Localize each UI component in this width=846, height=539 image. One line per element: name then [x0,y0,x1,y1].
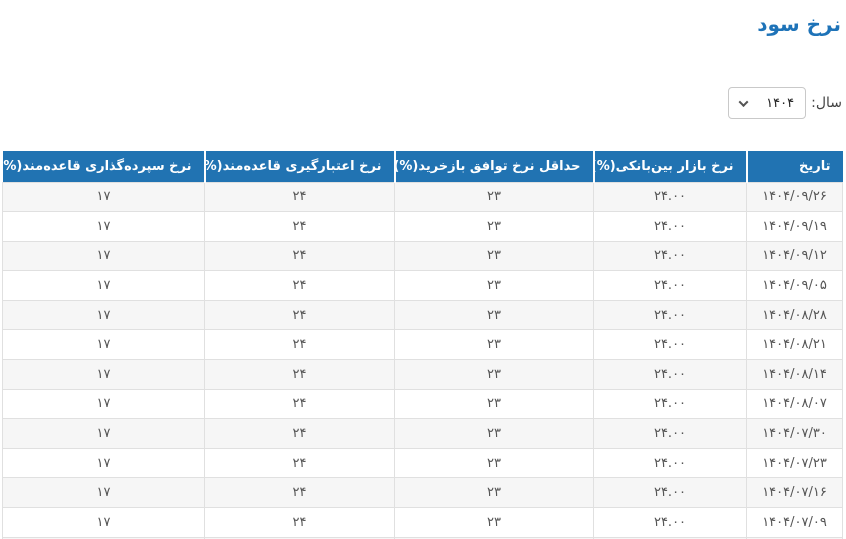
table-row: ۱۴۰۴/۰۷/۲۳ ۲۴.۰۰ ۲۳ ۲۴ ۱۷ [2,447,843,479]
rate-cell: ۲۴ [204,181,395,213]
table-row: ۱۴۰۴/۰۸/۱۴ ۲۴.۰۰ ۲۳ ۲۴ ۱۷ [2,359,843,390]
rate-cell: ۲۳ [394,359,594,390]
table-row: ۱۴۰۴/۰۹/۰۵ ۲۴.۰۰ ۲۳ ۲۴ ۱۷ [2,270,843,301]
date-cell: ۱۴۰۴/۰۹/۲۶ [746,181,843,213]
rates-table-header: تاریخ نرخ بازار بین‌بانکی(%) حداقل نرخ توا… [2,151,843,182]
rate-cell: ۲۳ [394,477,594,509]
empty-cell [394,536,594,539]
rate-cell: ۲۴.۰۰ [593,240,747,272]
rate-cell: ۲۳ [394,240,594,272]
rate-cell: ۲۳ [394,507,594,538]
column-header-2: حداقل نرخ توافق بازخرید(%) [393,151,594,182]
table-row: ۱۴۰۴/۰۹/۱۹ ۲۴.۰۰ ۲۳ ۲۴ ۱۷ [2,211,843,242]
rate-cell: ۲۴.۰۰ [593,299,747,331]
date-cell: ۱۴۰۴/۰۷/۰۹ [746,507,843,538]
date-cell: ۱۴۰۴/۰۹/۱۲ [746,240,843,272]
rate-cell: ۲۳ [394,270,594,301]
table-row: ۱۴۰۴/۰۹/۲۶ ۲۴.۰۰ ۲۳ ۲۴ ۱۷ [2,181,843,213]
rate-cell: ۱۷ [2,299,205,331]
empty-cell [2,536,205,539]
rate-cell: ۲۴.۰۰ [593,181,747,213]
rate-cell: ۱۷ [2,240,205,272]
rate-cell: ۲۴.۰۰ [593,270,747,301]
table-row: ۱۴۰۴/۰۷/۱۶ ۲۴.۰۰ ۲۳ ۲۴ ۱۷ [2,477,843,509]
column-header-3: نرخ اعتبارگیری قاعده‌مند(%) [203,151,395,182]
rate-cell: ۲۳ [394,329,594,361]
rate-cell: ۲۴ [204,477,395,509]
date-cell: ۱۴۰۴/۰۹/۰۵ [746,270,843,301]
date-cell: ۱۴۰۴/۰۷/۳۰ [746,418,843,449]
rate-cell: ۱۷ [2,507,205,538]
rate-cell: ۲۴.۰۰ [593,477,747,509]
empty-cell [204,536,395,539]
year-filter: سال: ۱۴۰۴ [0,87,842,119]
rate-cell: ۲۳ [394,211,594,242]
rate-cell: ۱۷ [2,329,205,361]
rate-cell: ۲۴.۰۰ [593,359,747,390]
rate-cell: ۱۷ [2,211,205,242]
column-header-1: نرخ بازار بین‌بانکی(%) [592,151,747,182]
table-row: ۱۴۰۴/۰۹/۱۲ ۲۴.۰۰ ۲۳ ۲۴ ۱۷ [2,240,843,272]
column-header-4: نرخ سپرده‌گذاری قاعده‌مند(%) [2,151,205,182]
rate-cell: ۲۴ [204,388,395,420]
table-row-partial [2,536,843,539]
column-header-0: تاریخ [745,151,843,182]
table-row: ۱۴۰۴/۰۸/۰۷ ۲۴.۰۰ ۲۳ ۲۴ ۱۷ [2,388,843,420]
year-label: سال: [811,95,842,111]
rate-cell: ۲۳ [394,418,594,449]
rate-cell: ۲۳ [394,299,594,331]
table-row: ۱۴۰۴/۰۸/۲۸ ۲۴.۰۰ ۲۳ ۲۴ ۱۷ [2,299,843,331]
date-cell: ۱۴۰۴/۰۷/۱۶ [746,477,843,509]
rate-cell: ۲۴.۰۰ [593,507,747,538]
date-cell: ۱۴۰۴/۰۸/۲۱ [746,329,843,361]
rate-cell: ۲۴.۰۰ [593,329,747,361]
rate-cell: ۲۴ [204,447,395,479]
chevron-down-icon [738,96,749,107]
date-cell: ۱۴۰۴/۰۹/۱۹ [746,211,843,242]
rates-table: تاریخ نرخ بازار بین‌بانکی(%) حداقل نرخ توا… [2,151,843,539]
empty-cell [593,536,747,539]
table-row: ۱۴۰۴/۰۷/۰۹ ۲۴.۰۰ ۲۳ ۲۴ ۱۷ [2,507,843,538]
year-select[interactable]: ۱۴۰۴ [728,87,807,119]
date-cell: ۱۴۰۴/۰۸/۰۷ [746,388,843,420]
rate-cell: ۱۷ [2,359,205,390]
rates-table-body: ۱۴۰۴/۰۹/۲۶ ۲۴.۰۰ ۲۳ ۲۴ ۱۷ ۱۴۰۴/۰۹/۱۹ ۲۴.۰۰ ۲۳ ۲۴… [2,181,843,539]
date-cell: ۱۴۰۴/۰۷/۲۳ [746,447,843,479]
rate-cell: ۲۳ [394,181,594,213]
page-title: نرخ سود [757,12,841,36]
rate-cell: ۲۴ [204,359,395,390]
rate-cell: ۲۴.۰۰ [593,211,747,242]
table-row: ۱۴۰۴/۰۸/۲۱ ۲۴.۰۰ ۲۳ ۲۴ ۱۷ [2,329,843,361]
date-cell: ۱۴۰۴/۰۸/۲۸ [746,299,843,331]
table-row: ۱۴۰۴/۰۷/۳۰ ۲۴.۰۰ ۲۳ ۲۴ ۱۷ [2,418,843,449]
rate-cell: ۱۷ [2,181,205,213]
rate-cell: ۲۳ [394,388,594,420]
rate-cell: ۲۴ [204,299,395,331]
rate-cell: ۲۳ [394,447,594,479]
rate-cell: ۲۴ [204,418,395,449]
rate-cell: ۲۴ [204,240,395,272]
rate-cell: ۲۴.۰۰ [593,388,747,420]
rate-cell: ۱۷ [2,418,205,449]
rate-cell: ۱۷ [2,477,205,509]
rate-cell: ۲۴ [204,270,395,301]
date-cell: ۱۴۰۴/۰۸/۱۴ [746,359,843,390]
header-row: تاریخ نرخ بازار بین‌بانکی(%) حداقل نرخ توا… [2,151,843,182]
empty-cell [746,536,843,539]
rate-cell: ۱۷ [2,447,205,479]
year-select-value: ۱۴۰۴ [766,95,795,111]
rate-cell: ۱۷ [2,270,205,301]
rate-cell: ۲۴.۰۰ [593,447,747,479]
rate-cell: ۲۴ [204,329,395,361]
rate-cell: ۱۷ [2,388,205,420]
rate-cell: ۲۴.۰۰ [593,418,747,449]
rate-cell: ۲۴ [204,211,395,242]
rate-cell: ۲۴ [204,507,395,538]
